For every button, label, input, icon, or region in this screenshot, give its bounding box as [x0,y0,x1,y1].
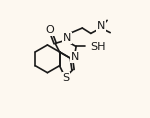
Text: N: N [71,52,80,62]
Text: SH: SH [90,42,106,51]
Text: N: N [63,33,71,43]
Text: O: O [45,25,54,35]
Text: S: S [62,73,70,83]
Text: N: N [97,21,105,31]
